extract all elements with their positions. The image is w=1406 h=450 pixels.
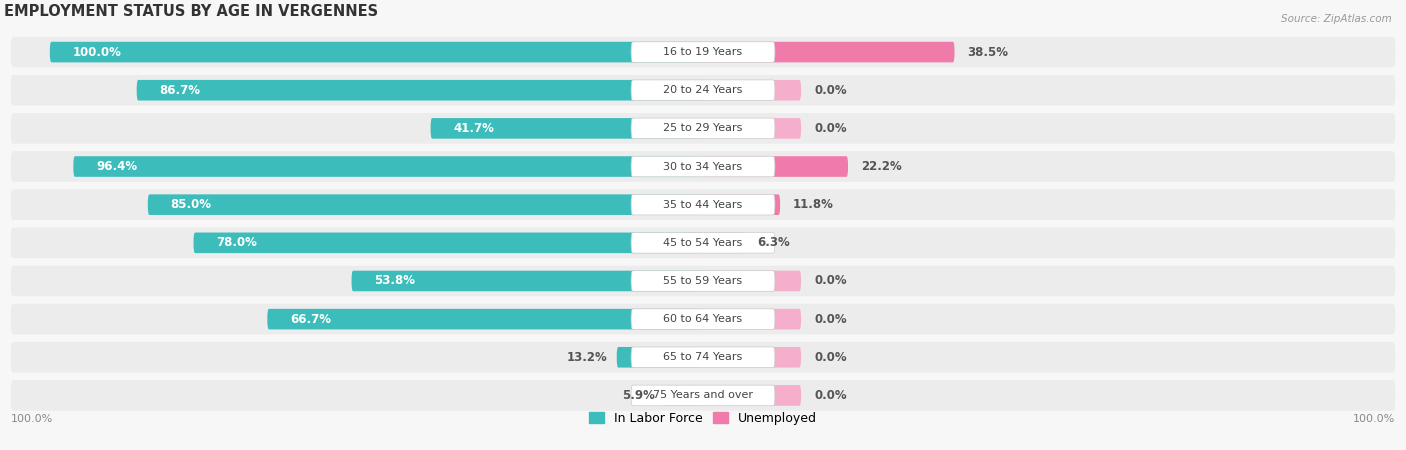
FancyBboxPatch shape [11, 266, 1395, 296]
FancyBboxPatch shape [703, 309, 801, 329]
Text: 65 to 74 Years: 65 to 74 Years [664, 352, 742, 362]
FancyBboxPatch shape [703, 156, 848, 177]
Text: 11.8%: 11.8% [793, 198, 834, 211]
Text: 25 to 29 Years: 25 to 29 Years [664, 123, 742, 133]
Text: 0.0%: 0.0% [814, 122, 846, 135]
FancyBboxPatch shape [631, 233, 775, 253]
FancyBboxPatch shape [631, 118, 775, 139]
Text: 0.0%: 0.0% [814, 313, 846, 326]
FancyBboxPatch shape [73, 156, 703, 177]
FancyBboxPatch shape [703, 118, 801, 139]
FancyBboxPatch shape [631, 42, 775, 63]
FancyBboxPatch shape [136, 80, 703, 100]
Text: 30 to 34 Years: 30 to 34 Years [664, 162, 742, 171]
FancyBboxPatch shape [11, 189, 1395, 220]
FancyBboxPatch shape [703, 385, 801, 406]
FancyBboxPatch shape [11, 342, 1395, 373]
FancyBboxPatch shape [11, 228, 1395, 258]
FancyBboxPatch shape [631, 80, 775, 100]
Text: 0.0%: 0.0% [814, 389, 846, 402]
Text: 45 to 54 Years: 45 to 54 Years [664, 238, 742, 248]
FancyBboxPatch shape [703, 271, 801, 291]
FancyBboxPatch shape [617, 347, 703, 368]
FancyBboxPatch shape [267, 309, 703, 329]
FancyBboxPatch shape [11, 37, 1395, 68]
Text: EMPLOYMENT STATUS BY AGE IN VERGENNES: EMPLOYMENT STATUS BY AGE IN VERGENNES [4, 4, 378, 19]
Text: 0.0%: 0.0% [814, 351, 846, 364]
FancyBboxPatch shape [703, 80, 801, 100]
Text: 13.2%: 13.2% [567, 351, 607, 364]
FancyBboxPatch shape [631, 309, 775, 329]
FancyBboxPatch shape [631, 385, 775, 406]
FancyBboxPatch shape [703, 233, 744, 253]
Text: 100.0%: 100.0% [11, 414, 53, 424]
FancyBboxPatch shape [11, 151, 1395, 182]
Text: 55 to 59 Years: 55 to 59 Years [664, 276, 742, 286]
FancyBboxPatch shape [631, 156, 775, 177]
FancyBboxPatch shape [665, 385, 703, 406]
Text: 0.0%: 0.0% [814, 274, 846, 288]
FancyBboxPatch shape [352, 271, 703, 291]
Text: 35 to 44 Years: 35 to 44 Years [664, 200, 742, 210]
Text: 66.7%: 66.7% [290, 313, 332, 326]
Text: 22.2%: 22.2% [860, 160, 901, 173]
FancyBboxPatch shape [11, 113, 1395, 144]
Text: 78.0%: 78.0% [217, 236, 257, 249]
FancyBboxPatch shape [49, 42, 703, 63]
FancyBboxPatch shape [703, 194, 780, 215]
Text: 86.7%: 86.7% [160, 84, 201, 97]
Text: 38.5%: 38.5% [967, 45, 1008, 58]
Text: 100.0%: 100.0% [1353, 414, 1395, 424]
Legend: In Labor Force, Unemployed: In Labor Force, Unemployed [583, 407, 823, 430]
FancyBboxPatch shape [631, 194, 775, 215]
Text: 53.8%: 53.8% [374, 274, 416, 288]
Text: 96.4%: 96.4% [96, 160, 138, 173]
Text: 85.0%: 85.0% [170, 198, 212, 211]
FancyBboxPatch shape [11, 380, 1395, 411]
FancyBboxPatch shape [148, 194, 703, 215]
FancyBboxPatch shape [631, 347, 775, 368]
Text: 60 to 64 Years: 60 to 64 Years [664, 314, 742, 324]
FancyBboxPatch shape [703, 42, 955, 63]
Text: 5.9%: 5.9% [621, 389, 655, 402]
Text: 6.3%: 6.3% [758, 236, 790, 249]
Text: 0.0%: 0.0% [814, 84, 846, 97]
FancyBboxPatch shape [430, 118, 703, 139]
FancyBboxPatch shape [194, 233, 703, 253]
Text: 75 Years and over: 75 Years and over [652, 391, 754, 401]
Text: Source: ZipAtlas.com: Source: ZipAtlas.com [1281, 14, 1392, 23]
Text: 41.7%: 41.7% [454, 122, 495, 135]
Text: 16 to 19 Years: 16 to 19 Years [664, 47, 742, 57]
Text: 100.0%: 100.0% [73, 45, 121, 58]
FancyBboxPatch shape [11, 75, 1395, 105]
FancyBboxPatch shape [11, 304, 1395, 334]
FancyBboxPatch shape [703, 347, 801, 368]
FancyBboxPatch shape [631, 271, 775, 291]
Text: 20 to 24 Years: 20 to 24 Years [664, 85, 742, 95]
